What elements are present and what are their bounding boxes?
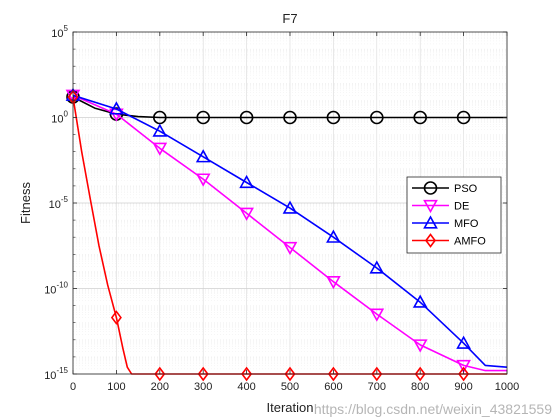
series-marker-mfo [369,260,385,274]
legend: PSO DE MFO AMFO [406,176,502,254]
series-marker-amfo [371,366,383,382]
series-marker-pso [456,110,471,125]
series-marker-de [456,359,471,374]
x-tick-label: 0 [70,381,76,393]
series-marker-pso [153,110,167,125]
series-marker-mfo [109,101,124,115]
series-marker-amfo [241,366,253,382]
y-tick-label: 10-10 [44,281,68,297]
y-tick-label: 10-5 [49,195,69,211]
series-marker-amfo [154,366,166,382]
series-marker-pso [326,110,341,125]
series-marker-pso [369,110,384,125]
series-marker-pso [239,110,254,125]
x-tick-label: 600 [324,381,342,393]
series-layer [65,87,508,382]
series-marker-de [326,276,341,290]
series-marker-pso [283,110,297,125]
series-marker-mfo [239,174,254,189]
y-tick-label: 100 [51,110,68,126]
x-tick-label: 700 [368,381,386,393]
series-line-mfo [72,94,508,368]
x-tick-label: 200 [151,381,169,393]
series-marker-amfo [110,310,122,325]
series-marker-amfo [284,366,296,382]
legend-label-pso: PSO [454,183,478,195]
legend-label-amfo: AMFO [454,236,486,248]
legend-label-de: DE [454,201,469,213]
x-tick-label: 800 [411,381,429,393]
series-marker-pso [196,110,210,125]
x-tick-label: 1000 [495,381,519,393]
y-tick-label: 10-15 [44,366,68,382]
series-marker-mfo [456,335,471,349]
series-marker-mfo [326,229,341,243]
legend-marker-pso [423,181,438,195]
y-axis-label: Fitness [18,182,33,224]
legend-marker-mfo [423,215,438,229]
series-marker-mfo [195,149,211,163]
series-marker-de [239,207,254,221]
series-marker-amfo [197,366,209,382]
legend-label-mfo: MFO [454,218,479,230]
x-tick-label: 900 [454,381,472,393]
watermark: https://blog.csdn.net/weixin_43821559 [313,401,552,417]
series-marker-mfo [152,123,168,137]
series-marker-amfo [327,366,339,382]
series-marker-mfo [412,294,428,308]
x-tick-label: 100 [107,381,125,393]
series-marker-de [369,308,385,322]
x-ticks: 0 100 200 300 400 500 600 700 800 900 1000 [70,32,519,393]
legend-marker-amfo [425,233,436,248]
series-marker-amfo [414,366,426,382]
series-marker-de [282,241,298,256]
x-tick-label: 500 [281,381,299,393]
series-marker-mfo [282,200,298,214]
series-marker-de [195,173,211,187]
series-mfo [65,87,508,368]
x-tick-label: 400 [237,381,255,393]
series-marker-amfo [458,366,470,382]
x-tick-label: 300 [194,381,212,393]
series-marker-de [412,339,428,353]
y-tick-label: 105 [51,24,68,40]
x-axis-label: Iteration [267,400,314,415]
series-marker-de [152,142,168,156]
y-ticks: 10-15 10-10 10-5 100 105 [44,24,507,382]
chart-title: F7 [282,11,297,26]
series-marker-pso [413,110,428,125]
legend-marker-de [423,199,438,214]
